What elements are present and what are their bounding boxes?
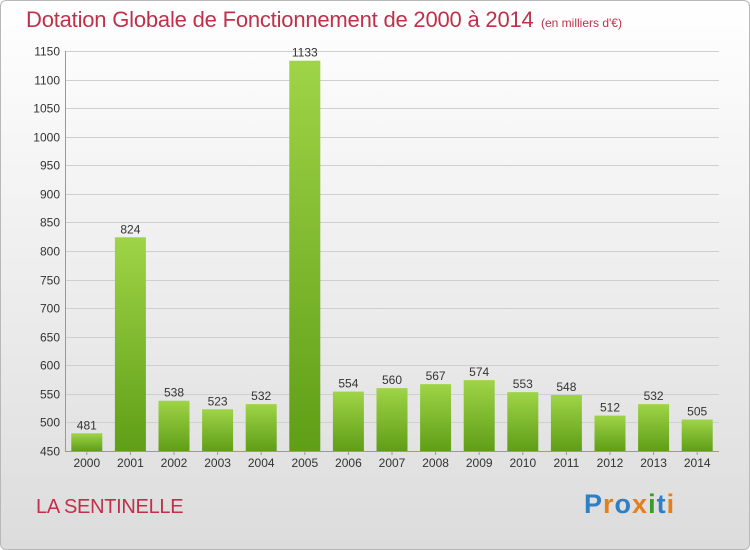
data-label: 512 (600, 401, 620, 415)
data-label: 824 (120, 222, 140, 236)
x-tick-label: 2005 (291, 456, 318, 470)
chart-subtitle: (en milliers d'€) (541, 16, 622, 30)
proxiti-logo: Proxiti (584, 489, 676, 519)
data-label: 532 (251, 389, 271, 403)
bar-2011 (550, 395, 582, 451)
bar-2005 (289, 60, 321, 451)
data-label: 505 (687, 405, 707, 419)
y-axis: 450 500 550 600 650 700 750 800 850 900 950 1000 105… (33, 45, 66, 459)
x-tick-label: 2001 (117, 456, 144, 470)
data-label: 567 (426, 369, 446, 383)
bar-2013 (638, 404, 670, 451)
x-tick-label: 2014 (684, 456, 711, 470)
y-tick-label: 1100 (34, 74, 60, 88)
y-tick-label: 950 (40, 159, 60, 173)
x-tick-label: 2006 (335, 456, 362, 470)
x-tick-label: 2008 (422, 456, 449, 470)
x-tick-label: 2010 (509, 456, 536, 470)
bar-2000 (71, 433, 103, 451)
y-tick-label: 450 (40, 445, 60, 459)
x-tick-label: 2003 (204, 456, 231, 470)
y-tick-label: 800 (40, 245, 60, 259)
bar-2009 (463, 380, 495, 451)
data-label: 554 (338, 377, 358, 391)
x-tick-label: 2007 (379, 456, 406, 470)
x-axis: 2000 2001 2002 2003 2004 2005 2006 2007 2008 2009… (65, 451, 719, 470)
bar-2012 (594, 415, 626, 451)
data-labels: 481 824 538 523 532 1133 554 560 567 574 553 548 512… (77, 46, 708, 433)
bar-2014 (681, 419, 713, 451)
data-label: 523 (208, 394, 228, 408)
y-tick-label: 900 (40, 188, 60, 202)
y-tick-label: 700 (40, 302, 60, 316)
y-tick-label: 1000 (33, 131, 60, 145)
bar-2002 (158, 400, 190, 451)
x-tick-label: 2011 (553, 456, 579, 470)
y-tick-label: 600 (40, 359, 60, 373)
bar-2007 (376, 388, 408, 451)
bar-2008 (420, 384, 452, 451)
y-tick-label: 650 (40, 331, 60, 345)
data-label: 538 (164, 386, 184, 400)
chart-title: Dotation Globale de Fonctionnement de 20… (26, 7, 534, 32)
bar-2006 (332, 391, 364, 451)
y-tick-label: 500 (40, 416, 60, 430)
y-tick-label: 850 (40, 216, 60, 230)
bar-2004 (245, 404, 277, 451)
x-tick-label: 2009 (466, 456, 493, 470)
data-label: 574 (469, 365, 489, 379)
y-tick-label: 1150 (34, 45, 60, 59)
x-tick-label: 2000 (73, 456, 100, 470)
bar-2003 (202, 409, 234, 451)
bar-2010 (507, 392, 539, 451)
y-tick-label: 750 (40, 274, 60, 288)
data-label: 548 (556, 380, 576, 394)
bars (71, 60, 713, 451)
y-tick-label: 1050 (33, 102, 60, 116)
data-label: 532 (644, 389, 664, 403)
commune-name: LA SENTINELLE (36, 496, 184, 518)
data-label: 481 (77, 418, 97, 432)
data-label: 553 (513, 377, 533, 391)
x-tick-label: 2004 (248, 456, 275, 470)
y-tick-label: 550 (40, 388, 60, 402)
x-tick-label: 2012 (597, 456, 624, 470)
data-label: 560 (382, 373, 402, 387)
data-label: 1133 (292, 46, 318, 60)
bar-2001 (114, 237, 146, 451)
x-tick-label: 2013 (640, 456, 667, 470)
x-tick-label: 2002 (161, 456, 188, 470)
